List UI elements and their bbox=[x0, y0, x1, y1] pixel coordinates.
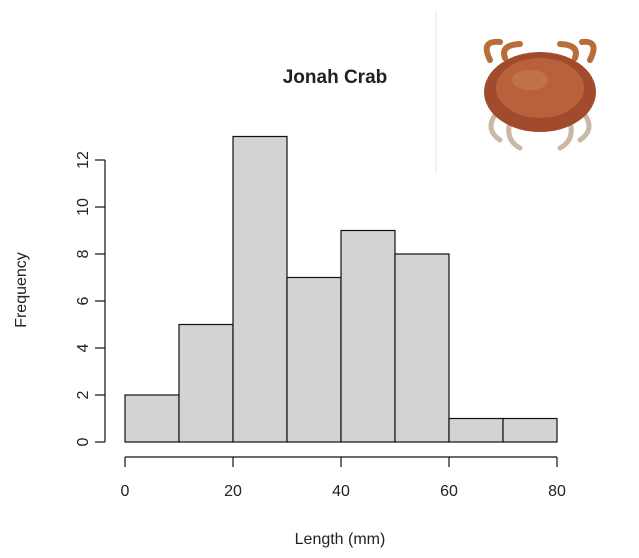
chart-title: Jonah Crab bbox=[283, 67, 388, 88]
bar bbox=[394, 253, 450, 443]
y-tick-label: 6 bbox=[75, 296, 92, 305]
y-tick-label: 12 bbox=[75, 151, 92, 169]
bar bbox=[340, 229, 396, 443]
x-tick-label: 40 bbox=[332, 483, 350, 500]
x-tick-label: 20 bbox=[224, 483, 242, 500]
x-axis-label: Length (mm) bbox=[295, 531, 386, 548]
y-tick-label: 10 bbox=[75, 198, 92, 216]
bar bbox=[232, 135, 288, 443]
y-tick-label: 2 bbox=[75, 390, 92, 399]
bar bbox=[502, 417, 558, 443]
bar bbox=[286, 276, 342, 443]
y-tick-label: 4 bbox=[75, 343, 92, 352]
bar bbox=[124, 394, 180, 443]
y-axis-label: Frequency bbox=[13, 252, 30, 328]
bar bbox=[178, 323, 234, 443]
x-tick-label: 60 bbox=[440, 483, 458, 500]
y-tick-label: 0 bbox=[75, 437, 92, 446]
x-tick-label: 0 bbox=[121, 483, 130, 500]
x-tick-label: 80 bbox=[548, 483, 566, 500]
bar bbox=[448, 417, 504, 443]
y-tick-label: 8 bbox=[75, 249, 92, 258]
crab-picture bbox=[483, 38, 597, 151]
